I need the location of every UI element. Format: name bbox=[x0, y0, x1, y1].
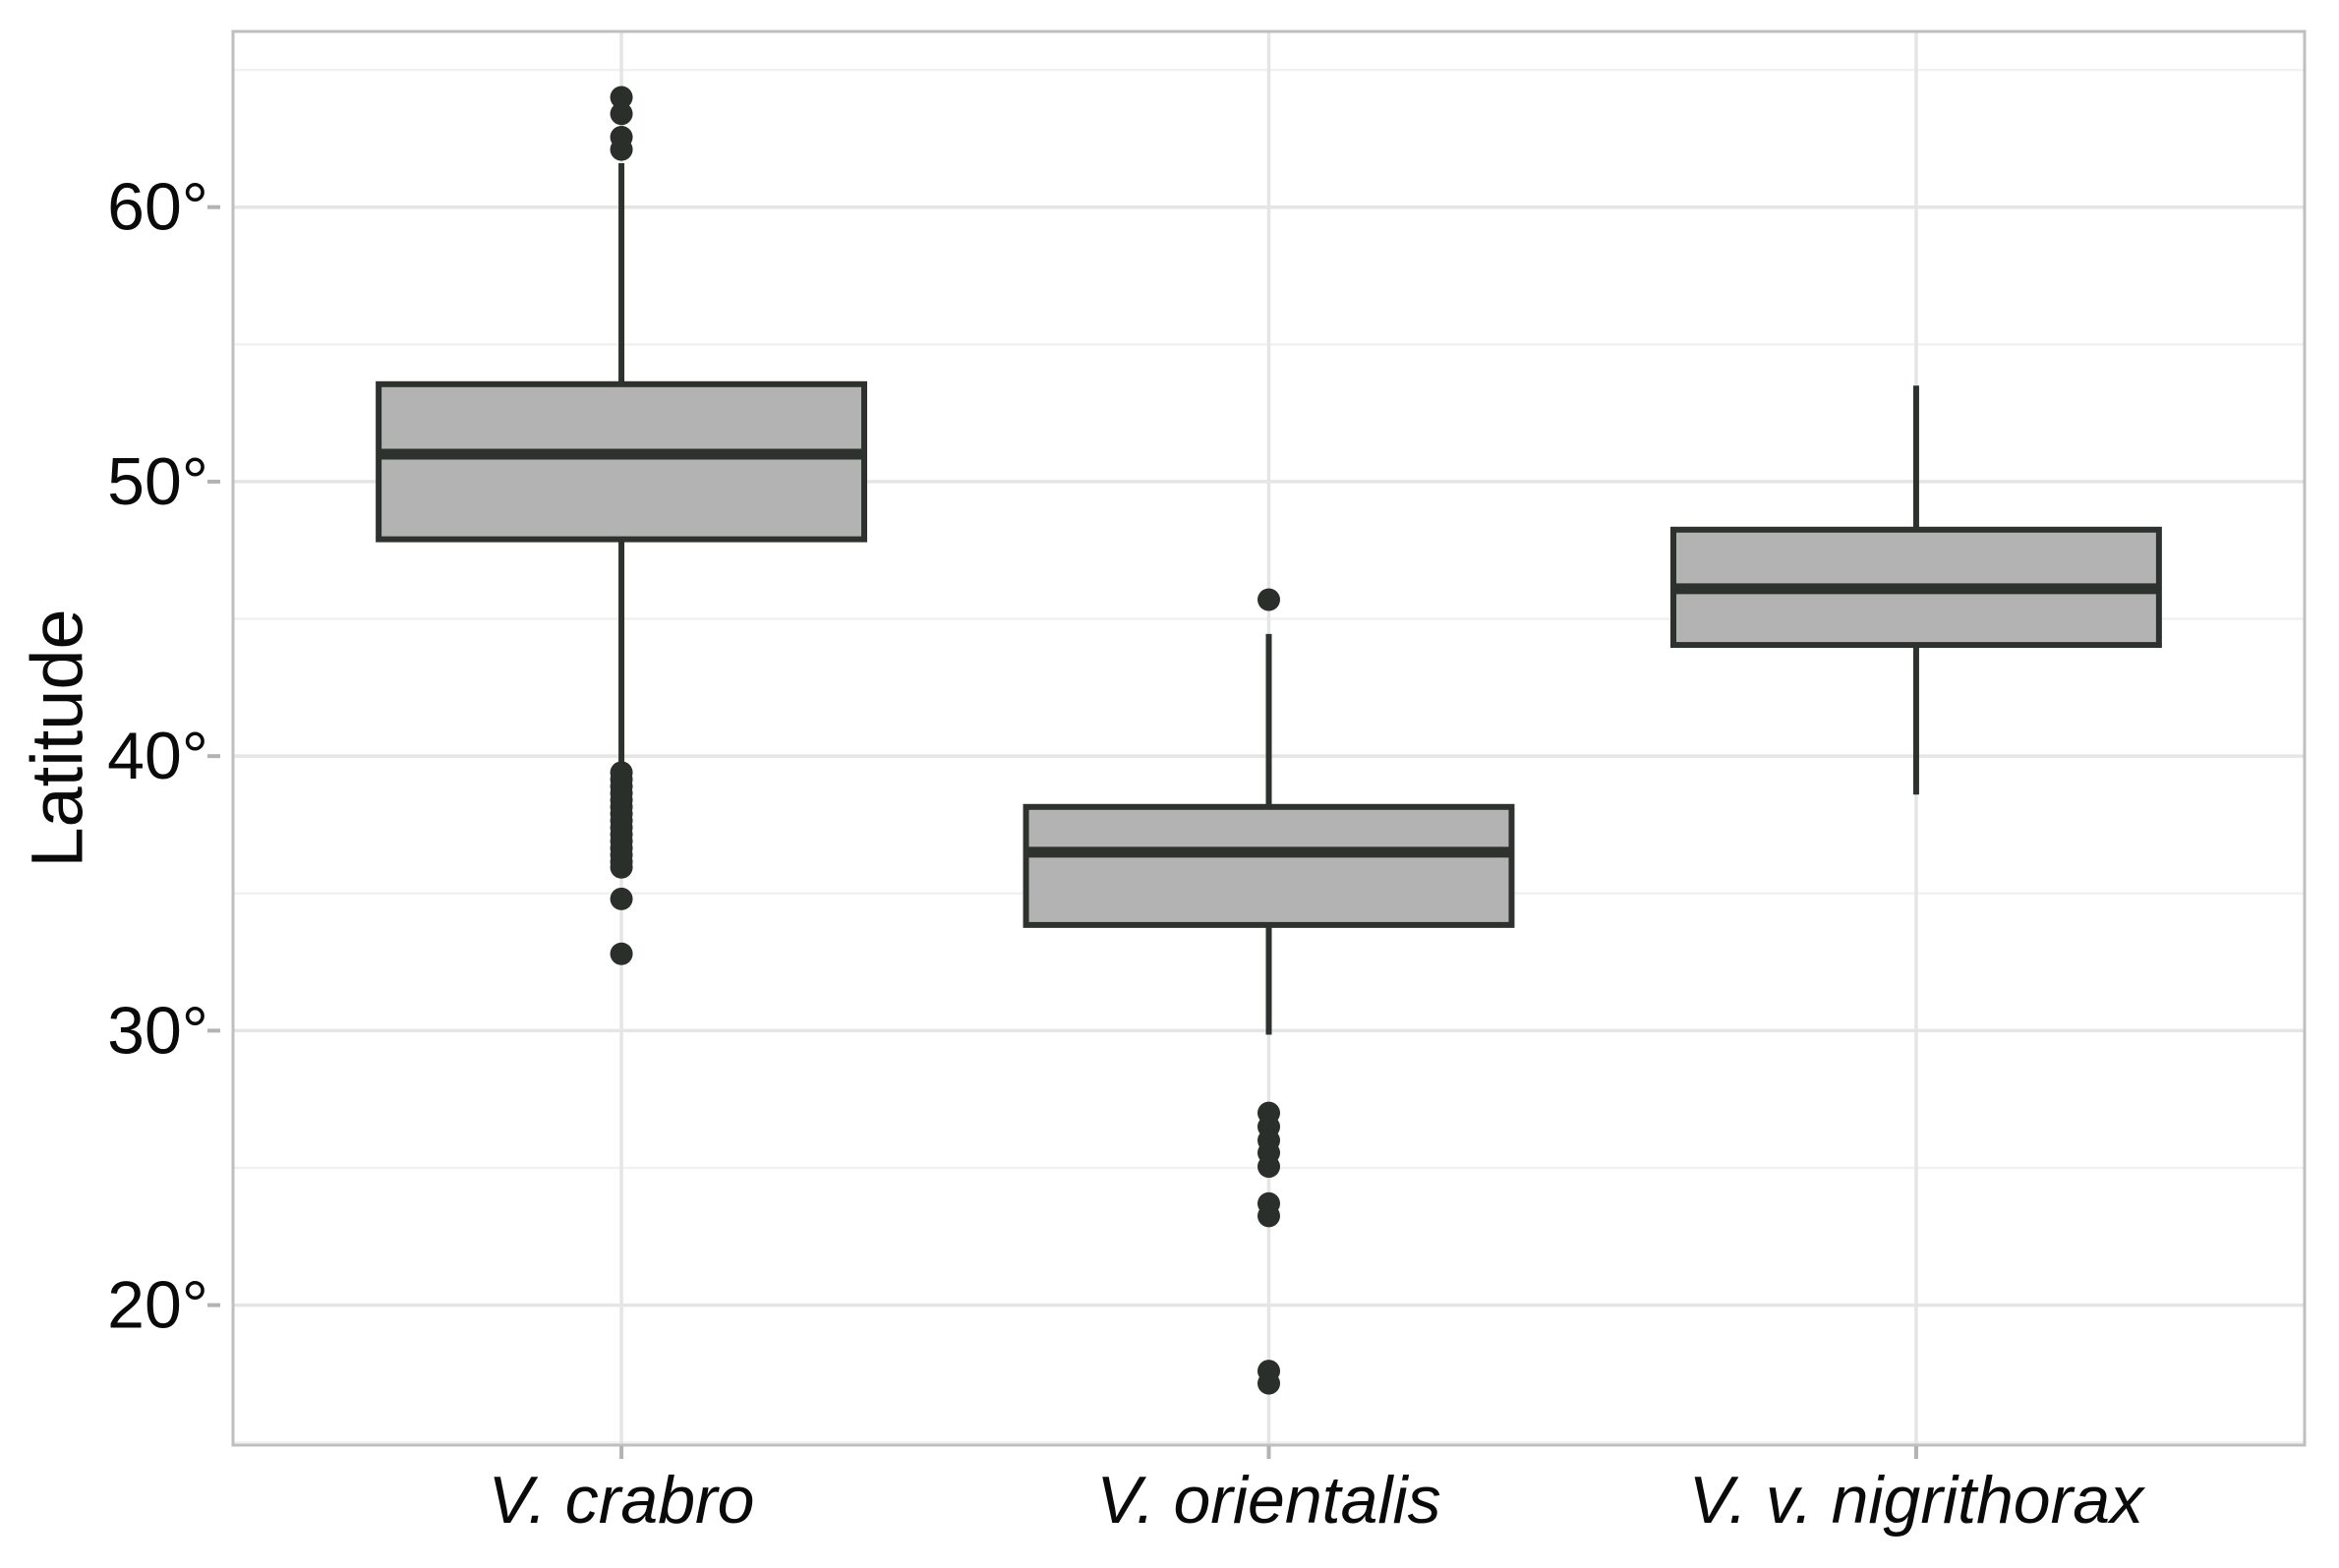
y-tick-label-60: 60° bbox=[107, 170, 208, 245]
outlier-point-1-1 bbox=[610, 86, 633, 109]
outlier-point-1-4 bbox=[610, 138, 633, 161]
outlier-point-1-2 bbox=[610, 102, 633, 126]
outlier-point-2-10 bbox=[1257, 1371, 1280, 1395]
outlier-point-2-8 bbox=[1257, 1204, 1280, 1228]
y-axis-title: Latitude bbox=[17, 609, 98, 867]
iqr-box-2 bbox=[1023, 803, 1515, 928]
y-tick-label-30: 30° bbox=[107, 993, 208, 1068]
outlier-point-1-21 bbox=[610, 942, 633, 965]
iqr-box-1 bbox=[376, 380, 868, 543]
outlier-point-1-19 bbox=[610, 855, 633, 879]
y-tick-label-20: 20° bbox=[107, 1268, 208, 1343]
x-category-label-3: V. v. nigrithorax bbox=[1689, 1463, 2145, 1538]
y-tick-label-40: 40° bbox=[107, 719, 208, 793]
x-category-label-2: V. orientalis bbox=[1096, 1463, 1440, 1538]
outlier-point-1-20 bbox=[610, 887, 633, 910]
outlier-point-2-6 bbox=[1257, 1155, 1280, 1179]
panel-border bbox=[231, 29, 2307, 1447]
outlier-point-2-1 bbox=[1257, 588, 1280, 611]
y-tick-label-50: 50° bbox=[107, 444, 208, 519]
x-category-label-1: V. crabro bbox=[489, 1463, 755, 1538]
